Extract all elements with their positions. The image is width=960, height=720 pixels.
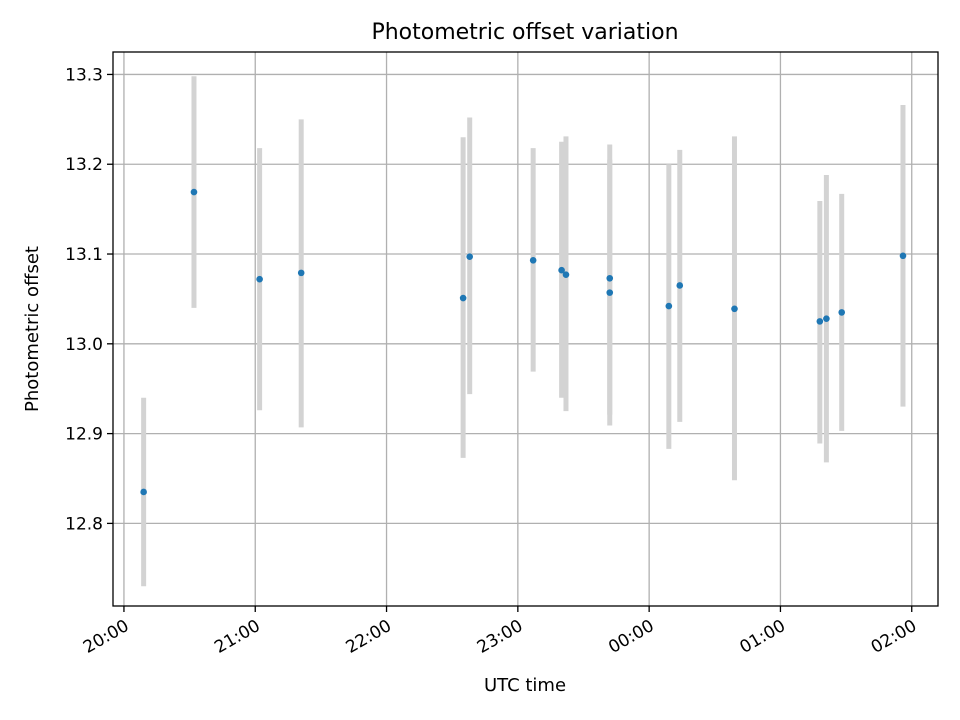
data-point (731, 305, 738, 313)
y-tick-label: 12.8 (65, 514, 103, 534)
data-point (190, 188, 198, 196)
data-point (816, 318, 824, 325)
x-tick-label: 02:00 (868, 616, 920, 658)
y-tick-label: 13.2 (65, 155, 103, 175)
y-tick-label: 13.1 (65, 245, 103, 265)
y-tick-label: 13.3 (65, 65, 103, 85)
data-point (606, 274, 614, 282)
data-point (823, 315, 830, 322)
chart-title: Photometric offset variation (371, 20, 678, 45)
data-point (466, 253, 473, 261)
x-tick-label: 00:00 (605, 616, 657, 658)
x-tick-label: 22:00 (343, 616, 395, 658)
data-point (459, 294, 467, 302)
x-tick-label: 01:00 (737, 616, 789, 658)
data-point (899, 252, 907, 260)
x-tick-label: 21:00 (211, 616, 263, 658)
data-point (676, 282, 684, 289)
x-tick-label: 20:00 (80, 616, 132, 658)
y-tick-label: 12.9 (65, 425, 103, 445)
data-point (558, 266, 565, 274)
data-point (140, 488, 147, 496)
x-axis-label: UTC time (484, 675, 566, 696)
x-tick-label: 23:00 (474, 616, 526, 658)
data-point (529, 257, 537, 264)
data-point (838, 309, 846, 316)
data-point (665, 302, 673, 310)
data-point (606, 289, 614, 296)
plot-frame (112, 51, 939, 607)
error-bar-layer (141, 76, 906, 587)
data-point (562, 271, 570, 278)
y-tick-label: 13.0 (65, 335, 103, 355)
grid-layer (113, 52, 938, 606)
y-axis-label: Photometric offset (22, 246, 43, 412)
data-point-layer (140, 188, 907, 496)
data-point (297, 269, 305, 277)
data-point (256, 275, 263, 283)
